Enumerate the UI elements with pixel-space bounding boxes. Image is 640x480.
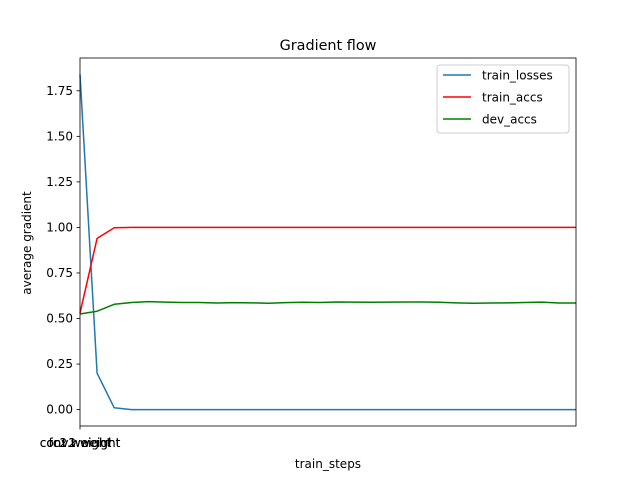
x-tick-label: fc1.weight [49, 436, 112, 450]
axes: 0.00 0.25 0.50 0.75 1.00 1.25 1.50 1.75 conv1.we… [40, 57, 577, 450]
series-line-train_accs [79, 226, 576, 314]
chart-title: Gradient flow [280, 38, 377, 54]
y-tick-label: 1.50 [46, 129, 73, 143]
y-tick-label: 1.00 [46, 220, 73, 234]
y-axis-label: average gradient [20, 191, 34, 295]
x-tick-label: fc2.weight [49, 436, 112, 450]
y-tick-label: 1.25 [46, 175, 73, 189]
series-line-dev_accs [79, 300, 576, 315]
series-lines [79, 74, 576, 411]
legend-box [436, 64, 570, 134]
y-tick-label: 0.00 [46, 403, 73, 417]
y-tick-label: 0.25 [46, 357, 73, 371]
y-tick-label: 1.75 [46, 84, 73, 98]
y-tick-label: 0.50 [46, 312, 73, 326]
y-tick-label: 0.75 [46, 266, 73, 280]
series-line-train_losses [79, 74, 576, 411]
x-tick-label: conv2.weight [40, 436, 121, 450]
x-tick-label: conv1.weight [40, 436, 121, 450]
axes-frame [79, 57, 577, 427]
legend-label-dev_accs: dev_accs [482, 113, 537, 127]
legend-label-train_accs: train_accs [482, 91, 543, 105]
legend: train_losses train_accs dev_accs [436, 64, 570, 134]
legend-label-train_losses: train_losses [482, 69, 553, 83]
x-axis-label: train_steps [295, 457, 361, 471]
